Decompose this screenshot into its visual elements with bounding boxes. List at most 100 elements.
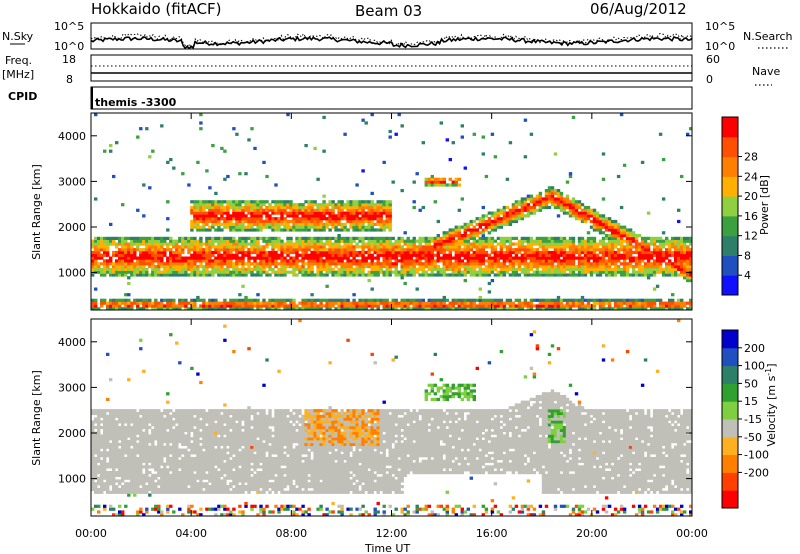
power-cell [169,236,173,240]
power-cell [121,236,125,240]
power-cell [652,287,657,291]
power-cell [130,307,134,311]
power-cell [268,256,272,260]
power-cell [226,203,230,207]
power-cell [421,239,425,243]
power-cell [346,307,350,311]
power-cell [481,307,485,311]
power-cell [526,208,531,212]
power-cell [400,276,404,280]
power-cell [178,307,182,311]
power-cell [289,214,293,218]
power-cell [319,270,323,274]
power-cell [118,262,122,266]
power-cell [151,242,155,246]
power-cell [460,242,464,246]
power-cell [103,245,107,249]
power-cell [448,307,452,311]
power-cell [307,214,311,218]
power-cell [631,270,636,274]
power-cell [683,265,687,269]
power-cell [547,200,552,204]
power-cell [154,298,158,302]
velocity-cell [118,504,122,508]
power-cell [646,273,651,277]
power-cell [235,307,239,311]
power-cell [451,307,455,311]
power-cell [208,304,212,308]
power-cell [433,245,437,249]
power-cell [331,256,335,260]
power-cell [301,208,305,212]
power-cell [616,267,621,271]
power-cell [610,270,615,274]
power-cell [403,250,407,255]
power-cell [349,273,353,277]
velocity-cell [139,417,143,421]
power-cell [355,253,359,257]
power-cell [163,267,167,271]
power-cell [118,242,122,246]
velocity-cell [91,448,95,452]
power-cell [442,236,446,240]
power-cell [244,200,248,204]
power-cell [496,219,501,224]
power-cell [151,253,155,257]
power-cell [517,301,522,305]
power-cell [571,270,576,274]
power-cell [668,265,672,269]
power-cell [223,149,227,153]
power-cell [674,267,678,271]
power-cell [665,236,669,240]
power-cell [103,248,107,252]
power-cell [598,265,603,269]
power-cell [283,262,287,266]
velocity-cell [109,425,113,430]
power-cell [430,256,434,260]
power-cell [268,208,272,212]
power-cell [208,259,212,263]
power-cell [388,135,392,139]
power-cell [283,304,287,308]
power-cell [379,236,383,240]
power-cell [544,265,549,269]
power-cell [247,265,251,269]
power-cell [469,262,473,266]
power-cell [601,304,606,308]
velocity-cell [106,451,110,455]
power-cell [295,256,299,260]
power-cell [322,262,326,266]
power-cell [496,222,501,226]
power-cell [112,298,116,302]
velocity-cell [118,451,122,455]
power-cell [689,298,693,302]
power-cell [448,301,452,305]
power-cell [349,250,353,255]
power-cell [601,259,606,263]
power-cell [625,248,630,252]
power-cell [427,177,431,181]
power-cell [394,307,398,311]
power-cell [622,250,627,255]
power-cell [544,245,549,249]
velocity-cell [112,445,116,449]
power-cell [634,270,639,274]
power-cell [625,253,630,257]
power-cell [262,262,266,266]
power-cell [238,214,242,218]
power-cell [370,265,374,269]
power-cell [343,205,347,210]
power-cell [304,248,308,252]
velocity-cell [91,473,95,477]
power-cell [604,248,609,252]
power-cell [668,245,672,249]
power-cell [139,301,143,305]
power-cell [496,301,501,305]
colorbar-tick-label: 12 [744,230,758,243]
power-cell [238,270,242,274]
power-cell [433,200,437,204]
power-cell [625,267,630,271]
velocity-cell [106,409,110,413]
power-cell [436,248,440,252]
power-cell [277,262,281,266]
